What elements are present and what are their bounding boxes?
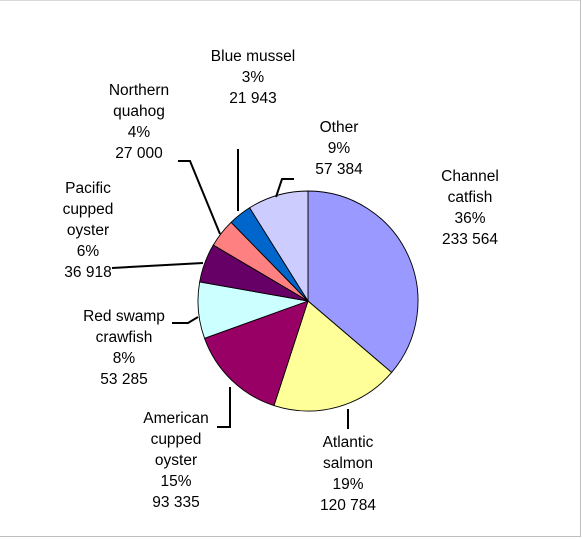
pie-slice-channel-catfish — [307, 190, 419, 373]
leader-line-red-swamp-crawfish — [172, 316, 199, 324]
data-label-pacific-cupped-oyster: Pacific cupped oyster 6% 36 918 — [63, 180, 114, 281]
data-label-channel-catfish: Channel catfish 36% 233 564 — [441, 168, 499, 248]
leader-line-american-cupped-oyster — [217, 387, 231, 428]
pie-slice-atlantic-salmon — [273, 300, 393, 412]
pie-slice-american-cupped-oyster — [204, 300, 309, 407]
leader-line-pacific-cupped-oyster — [111, 262, 204, 269]
data-labels-layer: Channel catfish 36% 233 564 Atlantic salmon 19… — [63, 48, 499, 514]
data-label-northern-quahog: Northern quahog 4% 27 000 — [109, 82, 169, 162]
leader-lines-layer — [111, 149, 349, 429]
leader-line-other — [275, 178, 294, 198]
data-label-atlantic-salmon: Atlantic salmon 19% 120 784 — [320, 434, 376, 514]
leader-line-northern-quahog — [178, 160, 221, 235]
data-label-other: Other 9% 57 384 — [315, 119, 363, 178]
data-label-blue-mussel: Blue mussel 3% 21 943 — [211, 48, 295, 107]
slices-layer — [197, 190, 419, 412]
data-label-red-swamp-crawfish: Red swamp crawfish 8% 53 285 — [83, 308, 165, 388]
data-label-american-cupped-oyster: American cupped oyster 15% 93 335 — [143, 410, 208, 511]
